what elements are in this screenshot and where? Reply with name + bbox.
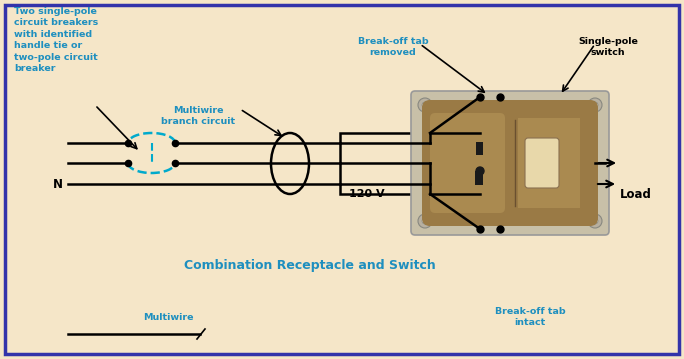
Circle shape [592, 102, 598, 108]
Text: Single-pole
switch: Single-pole switch [578, 37, 638, 57]
FancyBboxPatch shape [411, 91, 609, 235]
FancyBboxPatch shape [525, 138, 559, 188]
Text: Combination Receptacle and Switch: Combination Receptacle and Switch [184, 260, 436, 272]
Circle shape [588, 214, 602, 228]
Text: Multiwire
branch circuit: Multiwire branch circuit [161, 106, 235, 126]
Text: Multiwire: Multiwire [143, 313, 194, 322]
Circle shape [592, 218, 598, 224]
Text: Load: Load [620, 187, 652, 200]
Bar [475, 171, 483, 185]
FancyBboxPatch shape [422, 100, 598, 226]
Circle shape [588, 98, 602, 112]
Text: Two single-pole
circuit breakers
with identified
handle tie or
two-pole circuit
: Two single-pole circuit breakers with id… [14, 7, 98, 73]
Circle shape [418, 214, 432, 228]
FancyBboxPatch shape [430, 113, 505, 213]
Bar [476, 142, 483, 155]
Circle shape [418, 98, 432, 112]
Text: Break-off tab
intact: Break-off tab intact [495, 307, 565, 327]
Circle shape [422, 102, 428, 108]
Bar [340, 133, 430, 194]
Text: 120 V: 120 V [350, 189, 385, 199]
Text: N: N [53, 177, 63, 191]
Text: Break-off tab
removed: Break-off tab removed [358, 37, 428, 57]
Circle shape [422, 218, 428, 224]
Bar [518, 118, 580, 208]
Circle shape [476, 167, 484, 175]
